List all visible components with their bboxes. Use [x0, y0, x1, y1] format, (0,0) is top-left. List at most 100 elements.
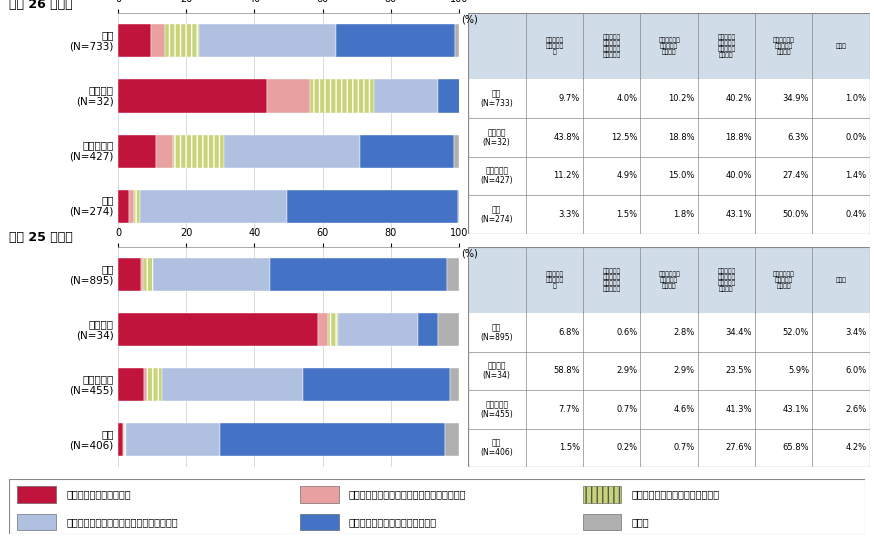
Bar: [224, 135, 360, 168]
Text: 40.2%: 40.2%: [725, 94, 752, 103]
Text: 3.4%: 3.4%: [845, 328, 866, 337]
Text: 市・特別区
(N=427): 市・特別区 (N=427): [481, 166, 513, 185]
Text: 関心はなく、
取組も行っ
ていない: 関心はなく、 取組も行っ ていない: [773, 38, 794, 55]
Text: 4.0%: 4.0%: [616, 94, 637, 103]
Bar: [118, 190, 129, 223]
Bar: [118, 423, 123, 456]
Text: 23.5%: 23.5%: [725, 366, 752, 375]
Bar: [151, 25, 164, 57]
Bar: [438, 79, 460, 113]
Bar: [439, 313, 459, 346]
Text: 総数
(N=895): 総数 (N=895): [481, 323, 513, 342]
Text: (%): (%): [461, 14, 478, 25]
Text: 取組を進める方向で、具体的に検討している: 取組を進める方向で、具体的に検討している: [349, 490, 466, 499]
Text: 4.6%: 4.6%: [673, 405, 695, 414]
Bar: [454, 135, 459, 168]
Text: 2.9%: 2.9%: [673, 366, 695, 375]
Text: 1.4%: 1.4%: [845, 171, 866, 180]
Text: 34.4%: 34.4%: [725, 328, 752, 337]
Bar: [303, 368, 450, 401]
Bar: [220, 423, 445, 456]
Bar: [118, 368, 144, 401]
Text: 既に取組を
推進してい
る: 既に取組を 推進してい る: [545, 38, 564, 55]
Bar: [445, 423, 459, 456]
Bar: [129, 190, 135, 223]
Text: 0.7%: 0.7%: [673, 444, 695, 453]
Text: 34.9%: 34.9%: [782, 94, 809, 103]
Text: 43.8%: 43.8%: [553, 133, 580, 142]
Bar: [374, 79, 438, 113]
Text: 58.8%: 58.8%: [553, 366, 580, 375]
Bar: [126, 423, 220, 456]
Text: 平成 26 年調査: 平成 26 年調査: [9, 0, 73, 11]
Bar: [118, 135, 156, 168]
Text: 6.8%: 6.8%: [558, 328, 580, 337]
Text: 関心はなく、
取組も行っ
ていない: 関心はなく、 取組も行っ ていない: [773, 271, 794, 289]
Bar: [118, 25, 151, 57]
Bar: [468, 13, 870, 79]
Bar: [118, 79, 267, 113]
Text: 関心はあるが、特段の取組は行っていない: 関心はあるが、特段の取組は行っていない: [66, 517, 177, 527]
Bar: [336, 25, 455, 57]
Text: 1.8%: 1.8%: [673, 210, 695, 219]
Text: 27.4%: 27.4%: [782, 171, 809, 180]
Text: 0.6%: 0.6%: [616, 328, 637, 337]
Text: 6.3%: 6.3%: [787, 133, 809, 142]
Text: 関心はなく、取組も行っていない: 関心はなく、取組も行っていない: [349, 517, 437, 527]
Text: 40.0%: 40.0%: [725, 171, 752, 180]
Text: 2.9%: 2.9%: [616, 366, 637, 375]
Text: 取組を進め
る方向で、
具体的に検
討している: 取組を進め る方向で、 具体的に検 討している: [603, 34, 621, 59]
Bar: [124, 423, 126, 456]
Bar: [143, 258, 153, 291]
Text: 3.3%: 3.3%: [558, 210, 580, 219]
Bar: [360, 135, 454, 168]
Text: 都道府県
(N=32): 都道府県 (N=32): [482, 128, 510, 147]
Text: 18.8%: 18.8%: [725, 133, 752, 142]
Bar: [17, 486, 56, 503]
Bar: [455, 25, 459, 57]
Text: 2.6%: 2.6%: [845, 405, 866, 414]
Text: 1.5%: 1.5%: [558, 444, 580, 453]
Text: 4.9%: 4.9%: [616, 171, 637, 180]
Text: 0.7%: 0.7%: [616, 405, 637, 414]
Bar: [338, 313, 419, 346]
Bar: [135, 190, 141, 223]
Bar: [329, 313, 338, 346]
Bar: [583, 514, 621, 531]
Text: 7.7%: 7.7%: [558, 405, 580, 414]
Text: 関心があり、情報収集段階である: 関心があり、情報収集段階である: [631, 490, 719, 499]
Text: 無回答: 無回答: [836, 43, 846, 49]
Text: 5.9%: 5.9%: [788, 366, 809, 375]
Text: 4.2%: 4.2%: [845, 444, 866, 453]
Bar: [163, 368, 303, 401]
Text: 0.4%: 0.4%: [845, 210, 866, 219]
Bar: [447, 258, 459, 291]
Text: 平成 25 年調査: 平成 25 年調査: [9, 231, 73, 244]
Bar: [118, 313, 318, 346]
Text: 市・特別区
(N=455): 市・特別区 (N=455): [481, 400, 513, 419]
Text: 2.8%: 2.8%: [673, 328, 695, 337]
Bar: [144, 368, 147, 401]
Text: 無回答: 無回答: [631, 517, 649, 527]
Bar: [267, 79, 310, 113]
Text: 関心はある
が、特段の
取組は行っ
ていない: 関心はある が、特段の 取組は行っ ていない: [718, 34, 735, 59]
Bar: [141, 190, 288, 223]
Bar: [118, 258, 142, 291]
Text: 1.0%: 1.0%: [845, 94, 866, 103]
Text: 総数
(N=733): 総数 (N=733): [481, 89, 513, 108]
Bar: [199, 25, 336, 57]
Bar: [142, 258, 143, 291]
Bar: [450, 368, 459, 401]
Bar: [468, 247, 870, 313]
Text: 0.2%: 0.2%: [616, 444, 637, 453]
Text: 65.8%: 65.8%: [782, 444, 809, 453]
Text: 1.5%: 1.5%: [616, 210, 637, 219]
Bar: [583, 486, 621, 503]
Text: 6.0%: 6.0%: [845, 366, 866, 375]
Text: 18.8%: 18.8%: [668, 133, 695, 142]
Text: 50.0%: 50.0%: [783, 210, 809, 219]
Text: 43.1%: 43.1%: [725, 210, 752, 219]
Text: 都道府県
(N=34): 都道府県 (N=34): [482, 361, 510, 380]
Text: 0.0%: 0.0%: [845, 133, 866, 142]
Text: 町村
(N=274): 町村 (N=274): [481, 205, 513, 224]
